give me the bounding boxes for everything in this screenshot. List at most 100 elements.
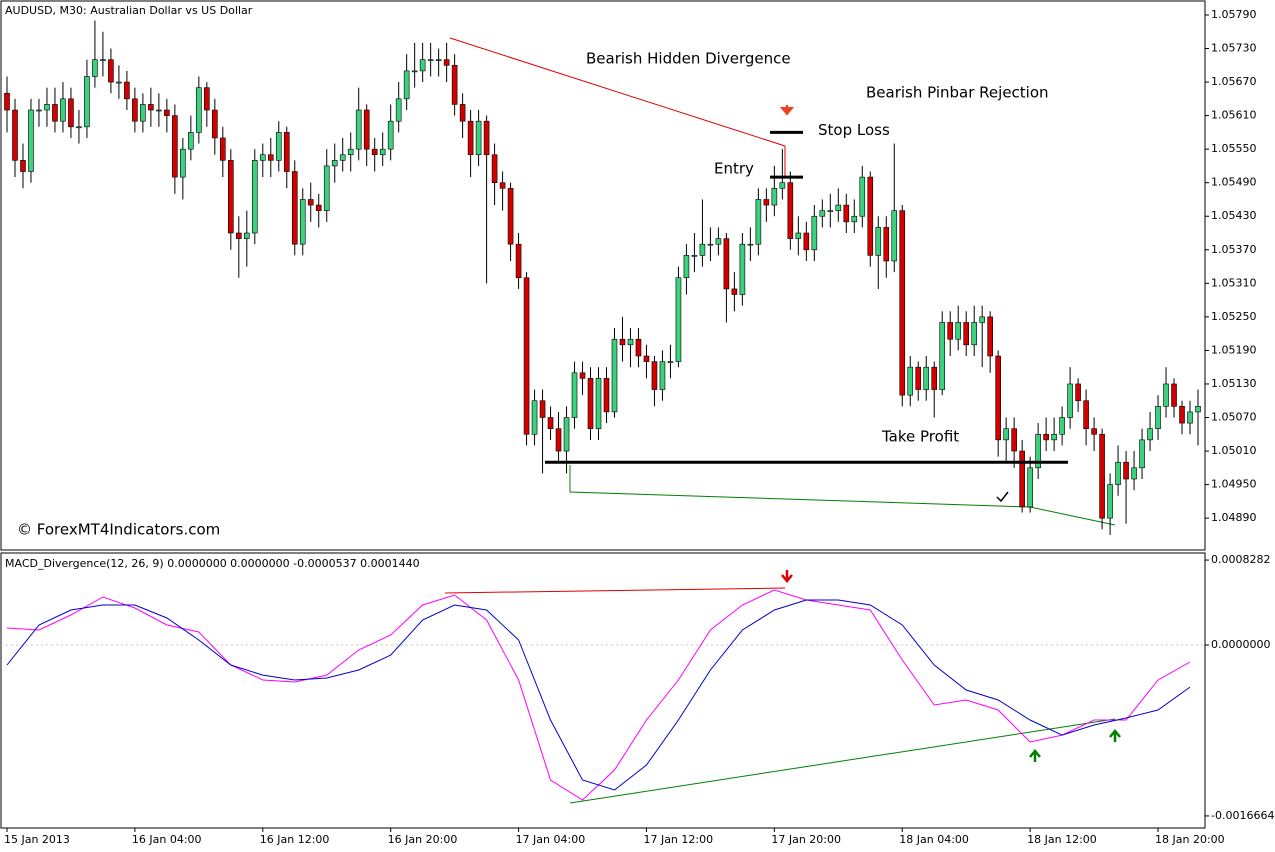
x-tick-label: 18 Jan 04:00 bbox=[899, 833, 969, 846]
candle-body bbox=[835, 204, 842, 211]
candle-body bbox=[523, 277, 530, 435]
candle-body bbox=[539, 400, 546, 418]
x-tick-label: 17 Jan 12:00 bbox=[643, 833, 713, 846]
price-panel bbox=[0, 0, 1206, 551]
candle-body bbox=[603, 378, 610, 413]
candle-body bbox=[132, 98, 138, 122]
candle-body bbox=[443, 59, 450, 66]
candle-body bbox=[1043, 433, 1049, 441]
y-tick-label: 1.05070 bbox=[1211, 411, 1257, 424]
candle-body bbox=[1163, 383, 1169, 407]
candle-body bbox=[659, 361, 666, 390]
candle-body bbox=[355, 109, 362, 150]
candle-body bbox=[124, 81, 130, 100]
candle-body bbox=[771, 187, 778, 206]
candle-body bbox=[827, 210, 834, 212]
checkmark bbox=[996, 491, 1009, 503]
candle-body bbox=[891, 210, 898, 262]
candle-body bbox=[907, 366, 914, 396]
candle-body bbox=[363, 109, 370, 150]
candle-body bbox=[491, 154, 498, 183]
candle-body bbox=[507, 187, 514, 245]
candle-body bbox=[243, 232, 250, 239]
candle-body bbox=[459, 104, 466, 122]
candle-body bbox=[467, 120, 474, 156]
candle-body bbox=[1027, 467, 1033, 508]
candle-body bbox=[4, 92, 10, 111]
candle-body bbox=[547, 417, 554, 429]
candle-body bbox=[595, 378, 602, 429]
candle-body bbox=[36, 109, 42, 112]
candle-body bbox=[12, 109, 18, 161]
y-tick-label: 1.05670 bbox=[1211, 75, 1257, 88]
candle-body bbox=[283, 132, 290, 172]
candle-body bbox=[76, 126, 82, 129]
candle-body bbox=[259, 154, 266, 161]
candle-body bbox=[236, 232, 242, 239]
candle-body bbox=[156, 109, 162, 112]
candle-body bbox=[979, 316, 985, 323]
annotation: Bearish Hidden Divergence bbox=[586, 50, 791, 68]
y-tick-label: 1.04950 bbox=[1211, 478, 1257, 491]
candle-body bbox=[971, 322, 977, 346]
candle-body bbox=[411, 70, 418, 73]
candle-body bbox=[164, 109, 170, 116]
candle-body bbox=[787, 182, 794, 239]
candle-body bbox=[683, 255, 690, 279]
candle-body bbox=[555, 428, 562, 452]
candle-body bbox=[699, 243, 706, 256]
y-tick-label: 1.05790 bbox=[1211, 8, 1257, 21]
candle-body bbox=[723, 238, 730, 290]
candle-body bbox=[899, 210, 906, 396]
y-tick-label: 1.05490 bbox=[1211, 176, 1257, 189]
divergence-line bbox=[449, 37, 786, 147]
candle-body bbox=[291, 171, 298, 245]
candle-body bbox=[987, 316, 993, 357]
candle-body bbox=[1171, 383, 1177, 407]
candle-body bbox=[611, 338, 618, 413]
candle-body bbox=[1051, 433, 1057, 441]
candle-body bbox=[675, 277, 682, 362]
candle-body bbox=[859, 176, 866, 217]
candle-body bbox=[795, 232, 802, 239]
candle-body bbox=[1131, 467, 1137, 480]
level-label: Stop Loss bbox=[818, 121, 890, 139]
arrow bbox=[1029, 749, 1041, 762]
macd-line bbox=[6, 599, 1191, 791]
arrow bbox=[1109, 729, 1121, 742]
candle-body bbox=[715, 238, 722, 245]
candle-body bbox=[403, 70, 410, 100]
y2-tick-label: 0.0008282 bbox=[1211, 553, 1271, 566]
y-tick-label: 1.05610 bbox=[1211, 109, 1257, 122]
candle-body bbox=[60, 98, 66, 122]
candle-body bbox=[204, 87, 210, 111]
candle-body bbox=[116, 81, 122, 84]
candle-body bbox=[483, 120, 490, 156]
y-tick-label: 1.05010 bbox=[1211, 444, 1257, 457]
divergence-line bbox=[569, 718, 1116, 804]
y-tick-label: 1.05370 bbox=[1211, 243, 1257, 256]
candle-body bbox=[44, 104, 50, 111]
candle-body bbox=[419, 59, 426, 72]
candle-body bbox=[635, 338, 642, 357]
candle-body bbox=[627, 338, 634, 346]
candle-body bbox=[843, 204, 850, 223]
candle-body bbox=[475, 120, 482, 156]
candle-body bbox=[667, 361, 674, 363]
candle-body bbox=[435, 59, 442, 62]
candle-body bbox=[1011, 428, 1017, 452]
candle-body bbox=[571, 372, 578, 418]
candle-body bbox=[763, 199, 770, 206]
candle-body bbox=[140, 104, 146, 122]
candle-body bbox=[347, 148, 354, 156]
y-tick-label: 1.05130 bbox=[1211, 377, 1257, 390]
candle-body bbox=[387, 120, 394, 150]
candle-body bbox=[747, 243, 754, 246]
y-tick-label: 1.05190 bbox=[1211, 343, 1257, 356]
y-tick-label: 1.05430 bbox=[1211, 209, 1257, 222]
candle-body bbox=[212, 109, 218, 139]
candle-body bbox=[100, 59, 106, 62]
candle-body bbox=[84, 76, 90, 128]
candle-body bbox=[220, 137, 226, 161]
